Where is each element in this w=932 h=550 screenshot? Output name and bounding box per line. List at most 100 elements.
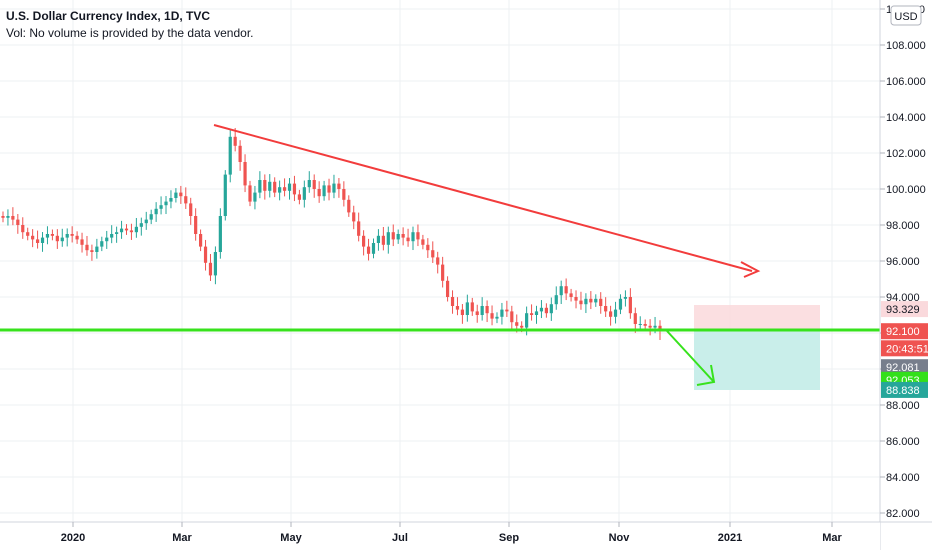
time-tick-label: Mar [172,532,192,544]
candle [40,232,45,252]
candle [50,229,54,241]
candle [60,228,64,247]
candle [495,312,499,324]
candle [416,224,420,247]
price-tag: 88.838 [881,381,928,398]
currency-badge-label: USD [894,11,917,23]
projection-arrow[interactable] [666,330,715,383]
candle [490,305,494,326]
candle [604,297,608,317]
candle [401,227,405,246]
candle [110,225,114,244]
stop-loss-zone[interactable] [694,305,820,330]
candle [292,175,297,202]
candle [327,178,331,201]
volume-note: Vol: No volume is provided by the data v… [6,26,254,40]
candle [179,185,183,204]
candle [485,300,489,323]
candle [450,290,455,314]
candle [445,276,450,302]
candle [26,227,30,241]
price-axis[interactable]: 110.000108.000106.000104.000102.000100.0… [879,0,932,550]
time-tick-label: Mar [822,532,842,544]
candle [648,319,652,336]
candle [238,140,242,171]
time-tick-label: Jul [392,532,408,544]
candle [599,292,603,314]
candle [35,230,40,249]
candle [579,291,583,310]
candle [460,304,465,324]
candle [154,202,158,222]
candle [539,300,544,319]
candle [613,301,618,324]
candle [100,236,104,252]
candle [386,226,390,254]
price-tag: 93.329 [881,301,928,318]
candle [90,244,94,261]
candle [80,232,84,253]
candle [510,305,514,332]
candle [45,226,50,245]
candle [431,241,435,263]
candle [475,304,479,323]
candle [366,238,371,261]
candle [287,178,292,200]
candle [95,238,99,259]
downtrend-line[interactable] [213,124,753,272]
candle [139,217,143,236]
time-tick-label: 2020 [61,532,85,544]
candle [228,130,232,183]
candle [357,212,361,242]
price-tick-label: 94.000 [886,292,920,304]
candle [618,294,623,315]
candle [337,178,341,198]
candle [584,293,588,314]
price-tick-label: 88.000 [886,400,920,412]
candle [307,171,311,193]
chart-grid [0,0,880,522]
candle [164,196,168,215]
candle [119,220,124,239]
candle [436,251,440,274]
position-zones [694,305,820,390]
time-tick-label: Nov [609,532,631,544]
take-profit-zone[interactable] [694,330,820,390]
time-tick-label: 2021 [718,532,742,544]
candle [134,217,138,238]
candle [549,297,553,321]
currency-badge[interactable] [890,5,922,26]
candle [594,294,598,307]
candle [332,174,336,199]
time-axis[interactable]: 2020 Mar May Jul Sep Nov 2021 Mar [0,521,932,550]
candle [302,180,306,208]
candle [149,209,153,225]
candle [406,228,410,247]
candle [55,229,59,249]
price-tag: 20:43:51 [881,340,929,357]
candle [569,288,573,302]
candle [574,290,578,309]
price-tag-label: 92.100 [886,326,920,338]
candle [258,171,262,199]
candle [480,297,484,321]
time-tick-label: Sep [499,532,519,544]
candle [223,170,227,221]
candle [322,180,326,201]
price-tick-label: 100.000 [886,184,926,196]
candle [31,229,35,248]
price-tick-label: 84.000 [886,472,920,484]
candle [144,211,148,230]
candle [1,211,5,223]
candle [278,180,282,201]
candle [638,316,642,331]
candle [75,231,79,244]
candle [208,253,213,281]
candle [129,223,134,240]
price-tick-label: 104.000 [886,112,926,124]
candle [159,196,163,215]
candle [297,189,301,205]
chart-drawings [0,124,880,386]
